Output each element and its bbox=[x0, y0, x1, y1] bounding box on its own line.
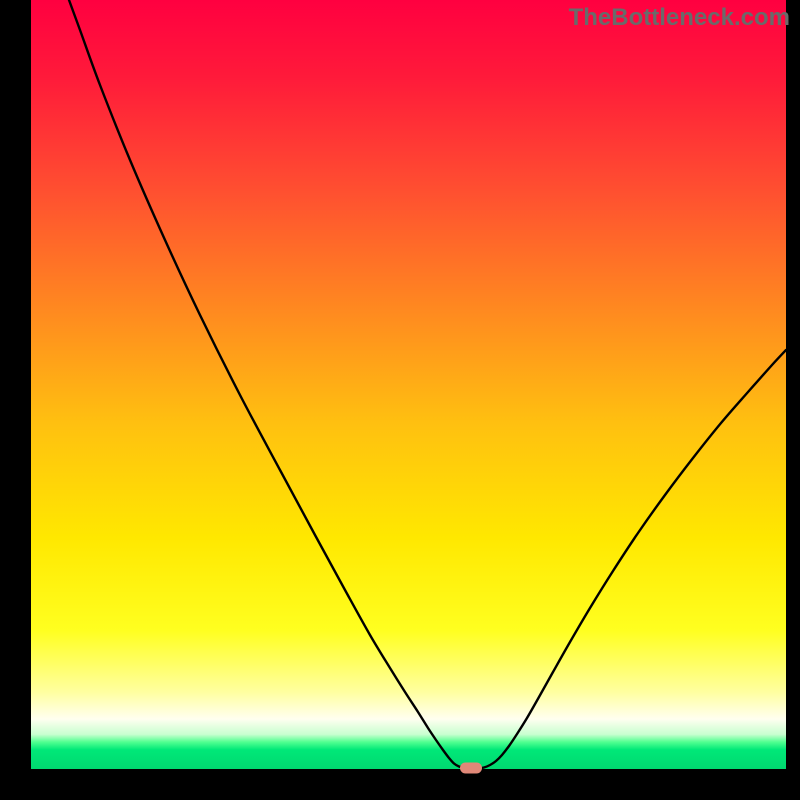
frame-left bbox=[0, 0, 31, 800]
optimal-marker bbox=[460, 763, 482, 774]
bottleneck-chart: TheBottleneck.com bbox=[0, 0, 800, 800]
frame-bottom bbox=[0, 769, 800, 800]
frame-right bbox=[786, 0, 800, 800]
chart-svg bbox=[0, 0, 800, 800]
gradient-background bbox=[31, 0, 786, 769]
